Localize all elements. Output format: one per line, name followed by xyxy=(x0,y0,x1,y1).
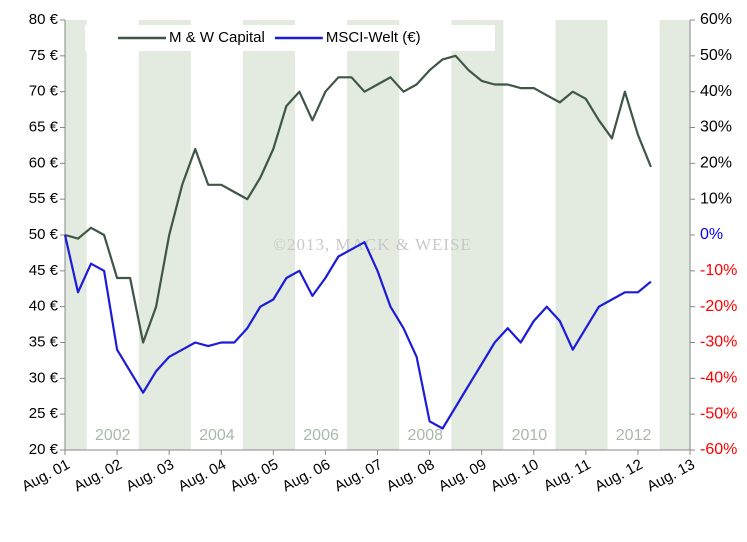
y2-tick-label: 30% xyxy=(700,119,732,136)
y-tick-label: 25 € xyxy=(29,405,59,422)
year-band xyxy=(242,20,296,450)
y-tick-label: 45 € xyxy=(29,262,59,279)
year-band xyxy=(138,20,191,450)
y2-tick-label: 0% xyxy=(700,226,723,243)
year-band xyxy=(555,20,608,450)
y-tick-label: 50 € xyxy=(29,226,59,243)
x-tick-label: Aug. 08 xyxy=(384,456,438,495)
legend-label: MSCI-Welt (€) xyxy=(326,29,421,46)
y-tick-label: 30 € xyxy=(29,369,59,386)
y-tick-label: 35 € xyxy=(29,333,59,350)
y2-tick-label: -60% xyxy=(700,441,737,458)
y2-tick-label: -10% xyxy=(700,262,737,279)
year-band xyxy=(659,20,690,450)
x-tick-label: Aug. 07 xyxy=(332,456,386,495)
y2-tick-label: -30% xyxy=(700,334,737,351)
year-band xyxy=(65,20,87,450)
year-label: 2004 xyxy=(199,427,235,444)
y-tick-label: 80 € xyxy=(29,11,59,28)
y-tick-label: 65 € xyxy=(29,118,59,135)
y-tick-label: 70 € xyxy=(29,83,59,100)
watermark: ©2013, MACK & WEISE xyxy=(273,235,472,254)
year-band xyxy=(451,20,504,450)
series-line xyxy=(64,54,652,344)
y-tick-label: 75 € xyxy=(29,47,59,64)
y-tick-label: 60 € xyxy=(29,154,59,171)
year-label: 2006 xyxy=(303,427,339,444)
year-label: 2008 xyxy=(407,427,443,444)
x-tick-label: Aug. 04 xyxy=(175,456,229,495)
y2-tick-label: 20% xyxy=(700,155,732,172)
legend-label: M & W Capital xyxy=(169,29,265,46)
x-tick-label: Aug. 09 xyxy=(436,456,490,495)
x-tick-label: Aug. 05 xyxy=(227,456,281,495)
y-tick-label: 55 € xyxy=(29,190,59,207)
y2-tick-label: 40% xyxy=(700,83,732,100)
x-tick-label: Aug. 03 xyxy=(123,456,177,495)
y2-tick-label: 50% xyxy=(700,47,732,64)
y2-tick-label: 60% xyxy=(700,11,732,28)
x-tick-label: Aug. 13 xyxy=(644,456,698,495)
year-label: 2010 xyxy=(512,427,548,444)
series-line xyxy=(63,234,652,430)
y2-tick-label: -20% xyxy=(700,298,737,315)
year-label: 2012 xyxy=(616,427,652,444)
x-tick-label: Aug. 06 xyxy=(280,456,334,495)
y2-tick-label: 10% xyxy=(700,190,732,207)
year-label: 2002 xyxy=(95,427,131,444)
x-tick-label: Aug. 02 xyxy=(71,456,125,495)
x-tick-label: Aug. 10 xyxy=(488,456,542,495)
x-tick-label: Aug. 11 xyxy=(541,456,594,495)
y2-tick-label: -40% xyxy=(700,370,737,387)
y2-tick-label: -50% xyxy=(700,405,737,422)
year-band xyxy=(347,20,400,450)
y-tick-label: 20 € xyxy=(29,441,59,458)
x-tick-label: Aug. 12 xyxy=(592,456,646,495)
x-tick-label: Aug. 01 xyxy=(19,456,73,495)
y-tick-label: 40 € xyxy=(29,298,59,315)
